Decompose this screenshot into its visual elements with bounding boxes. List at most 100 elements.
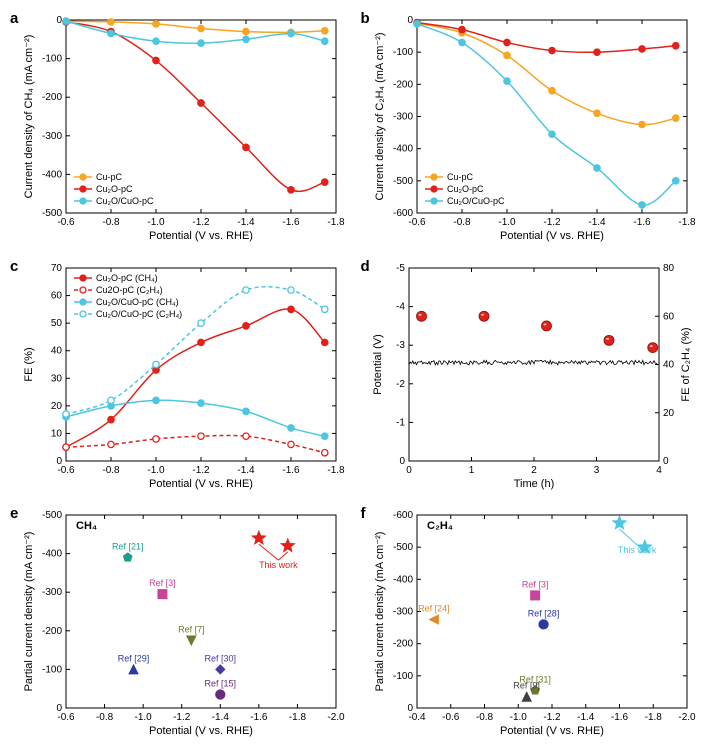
svg-text:Cu₂O-pC: Cu₂O-pC xyxy=(447,184,484,194)
svg-text:Ref [15]: Ref [15] xyxy=(205,679,237,689)
panel-label-c: c xyxy=(10,258,18,275)
svg-text:-1.2: -1.2 xyxy=(192,217,210,228)
svg-text:-1.6: -1.6 xyxy=(610,712,628,723)
svg-text:Current density of C₂H₄ (mA cm: Current density of C₂H₄ (mA cm⁻²) xyxy=(374,33,386,201)
panel-e: e-0.6-0.8-1.0-1.2-1.4-1.6-1.8-2.00-100-2… xyxy=(8,503,351,745)
svg-text:FE of C₂H₄ (%): FE of C₂H₄ (%) xyxy=(680,327,692,401)
svg-text:Cu-pC: Cu-pC xyxy=(96,172,123,182)
svg-text:-1.0: -1.0 xyxy=(135,712,153,723)
svg-text:-400: -400 xyxy=(392,575,412,586)
svg-text:0: 0 xyxy=(406,465,412,476)
svg-text:0: 0 xyxy=(56,15,62,26)
svg-text:Potential (V): Potential (V) xyxy=(372,334,384,395)
svg-text:CH₄: CH₄ xyxy=(76,520,97,532)
svg-text:30: 30 xyxy=(51,373,63,384)
svg-text:-400: -400 xyxy=(392,144,412,155)
panel-label-b: b xyxy=(361,10,370,27)
panel-d: d012340-1-2-3-4-5020406080Time (h)Potent… xyxy=(359,256,702,498)
svg-text:0: 0 xyxy=(56,703,62,714)
svg-text:70: 70 xyxy=(51,263,63,274)
panel-label-e: e xyxy=(10,505,18,522)
svg-text:60: 60 xyxy=(663,311,675,322)
svg-text:-1.4: -1.4 xyxy=(577,712,595,723)
svg-text:-500: -500 xyxy=(392,176,412,187)
svg-text:-200: -200 xyxy=(392,639,412,650)
svg-text:-400: -400 xyxy=(42,169,62,180)
svg-text:-1.4: -1.4 xyxy=(237,217,255,228)
svg-text:4: 4 xyxy=(656,465,662,476)
svg-text:40: 40 xyxy=(663,359,675,370)
svg-text:Cu₂O/CuO-pC (C₂H₄): Cu₂O/CuO-pC (C₂H₄) xyxy=(96,309,182,319)
svg-text:Cu₂O-pC (CH₄): Cu₂O-pC (CH₄) xyxy=(96,273,158,283)
svg-text:Ref [3]: Ref [3] xyxy=(521,580,548,590)
svg-text:0: 0 xyxy=(399,456,405,467)
svg-text:20: 20 xyxy=(51,401,63,412)
svg-text:-1.8: -1.8 xyxy=(327,465,345,476)
svg-text:-1.2: -1.2 xyxy=(543,712,561,723)
svg-text:-0.8: -0.8 xyxy=(102,465,120,476)
svg-text:-1.8: -1.8 xyxy=(289,712,307,723)
svg-text:Cu₂O/CuO-pC (CH₄): Cu₂O/CuO-pC (CH₄) xyxy=(96,297,179,307)
svg-text:80: 80 xyxy=(663,263,675,274)
svg-text:3: 3 xyxy=(593,465,599,476)
svg-text:This work: This work xyxy=(617,545,656,555)
svg-text:Ref [9]: Ref [9] xyxy=(513,681,540,691)
svg-text:-500: -500 xyxy=(42,208,62,219)
svg-text:0: 0 xyxy=(663,456,669,467)
svg-text:Cu-pC: Cu-pC xyxy=(447,172,474,182)
svg-text:Time (h): Time (h) xyxy=(513,478,554,490)
svg-text:-1.0: -1.0 xyxy=(147,465,165,476)
svg-text:-200: -200 xyxy=(42,92,62,103)
svg-text:-3: -3 xyxy=(396,340,405,351)
svg-text:-200: -200 xyxy=(42,626,62,637)
svg-text:Cu₂O/CuO-pC: Cu₂O/CuO-pC xyxy=(447,196,505,206)
svg-text:20: 20 xyxy=(663,407,675,418)
svg-text:-1.8: -1.8 xyxy=(327,217,345,228)
svg-text:-300: -300 xyxy=(392,112,412,123)
svg-text:Cu2O-pC (C₂H₄): Cu2O-pC (C₂H₄) xyxy=(96,285,163,295)
svg-text:40: 40 xyxy=(51,345,63,356)
svg-text:Ref [30]: Ref [30] xyxy=(205,654,237,664)
svg-text:10: 10 xyxy=(51,428,63,439)
panel-label-f: f xyxy=(361,505,366,522)
svg-text:-0.8: -0.8 xyxy=(96,712,114,723)
svg-text:-1.2: -1.2 xyxy=(543,217,561,228)
svg-text:-1.4: -1.4 xyxy=(237,465,255,476)
panel-f: f-0.4-0.6-0.8-1.0-1.2-1.4-1.6-1.8-2.00-1… xyxy=(359,503,702,745)
svg-text:-1.8: -1.8 xyxy=(678,217,696,228)
svg-text:FE (%): FE (%) xyxy=(23,347,35,381)
svg-text:-1.6: -1.6 xyxy=(282,217,300,228)
svg-text:-300: -300 xyxy=(42,131,62,142)
svg-text:-0.8: -0.8 xyxy=(453,217,471,228)
svg-text:Partial current density (mA cm: Partial current density (mA cm⁻²) xyxy=(374,532,386,692)
svg-text:1: 1 xyxy=(468,465,474,476)
svg-text:-1.2: -1.2 xyxy=(192,465,210,476)
svg-text:Ref [21]: Ref [21] xyxy=(112,542,144,552)
panel-label-d: d xyxy=(361,258,370,275)
panel-label-a: a xyxy=(10,10,18,27)
svg-text:0: 0 xyxy=(56,456,62,467)
svg-text:-100: -100 xyxy=(392,47,412,58)
svg-text:-5: -5 xyxy=(396,263,405,274)
svg-text:50: 50 xyxy=(51,318,63,329)
svg-text:Ref [3]: Ref [3] xyxy=(149,578,176,588)
svg-text:-300: -300 xyxy=(42,588,62,599)
svg-text:Potential (V vs. RHE): Potential (V vs. RHE) xyxy=(500,230,604,242)
svg-text:Ref [28]: Ref [28] xyxy=(527,609,559,619)
svg-text:-2.0: -2.0 xyxy=(327,712,345,723)
svg-text:-1.6: -1.6 xyxy=(250,712,268,723)
svg-text:60: 60 xyxy=(51,290,63,301)
svg-text:-500: -500 xyxy=(42,510,62,521)
svg-text:Ref [7]: Ref [7] xyxy=(178,625,205,635)
svg-text:-1.0: -1.0 xyxy=(147,217,165,228)
svg-text:-0.8: -0.8 xyxy=(102,217,120,228)
svg-text:Cu₂O-pC: Cu₂O-pC xyxy=(96,184,133,194)
panel-b: b-0.6-0.8-1.0-1.2-1.4-1.6-1.8-600-500-40… xyxy=(359,8,702,250)
panel-a: a-0.6-0.8-1.0-1.2-1.4-1.6-1.8-500-400-30… xyxy=(8,8,351,250)
svg-text:-1.4: -1.4 xyxy=(588,217,606,228)
svg-text:-100: -100 xyxy=(392,671,412,682)
svg-text:-1.6: -1.6 xyxy=(633,217,651,228)
svg-text:-4: -4 xyxy=(396,301,405,312)
panel-c: c-0.6-0.8-1.0-1.2-1.4-1.6-1.801020304050… xyxy=(8,256,351,498)
svg-text:-200: -200 xyxy=(392,79,412,90)
